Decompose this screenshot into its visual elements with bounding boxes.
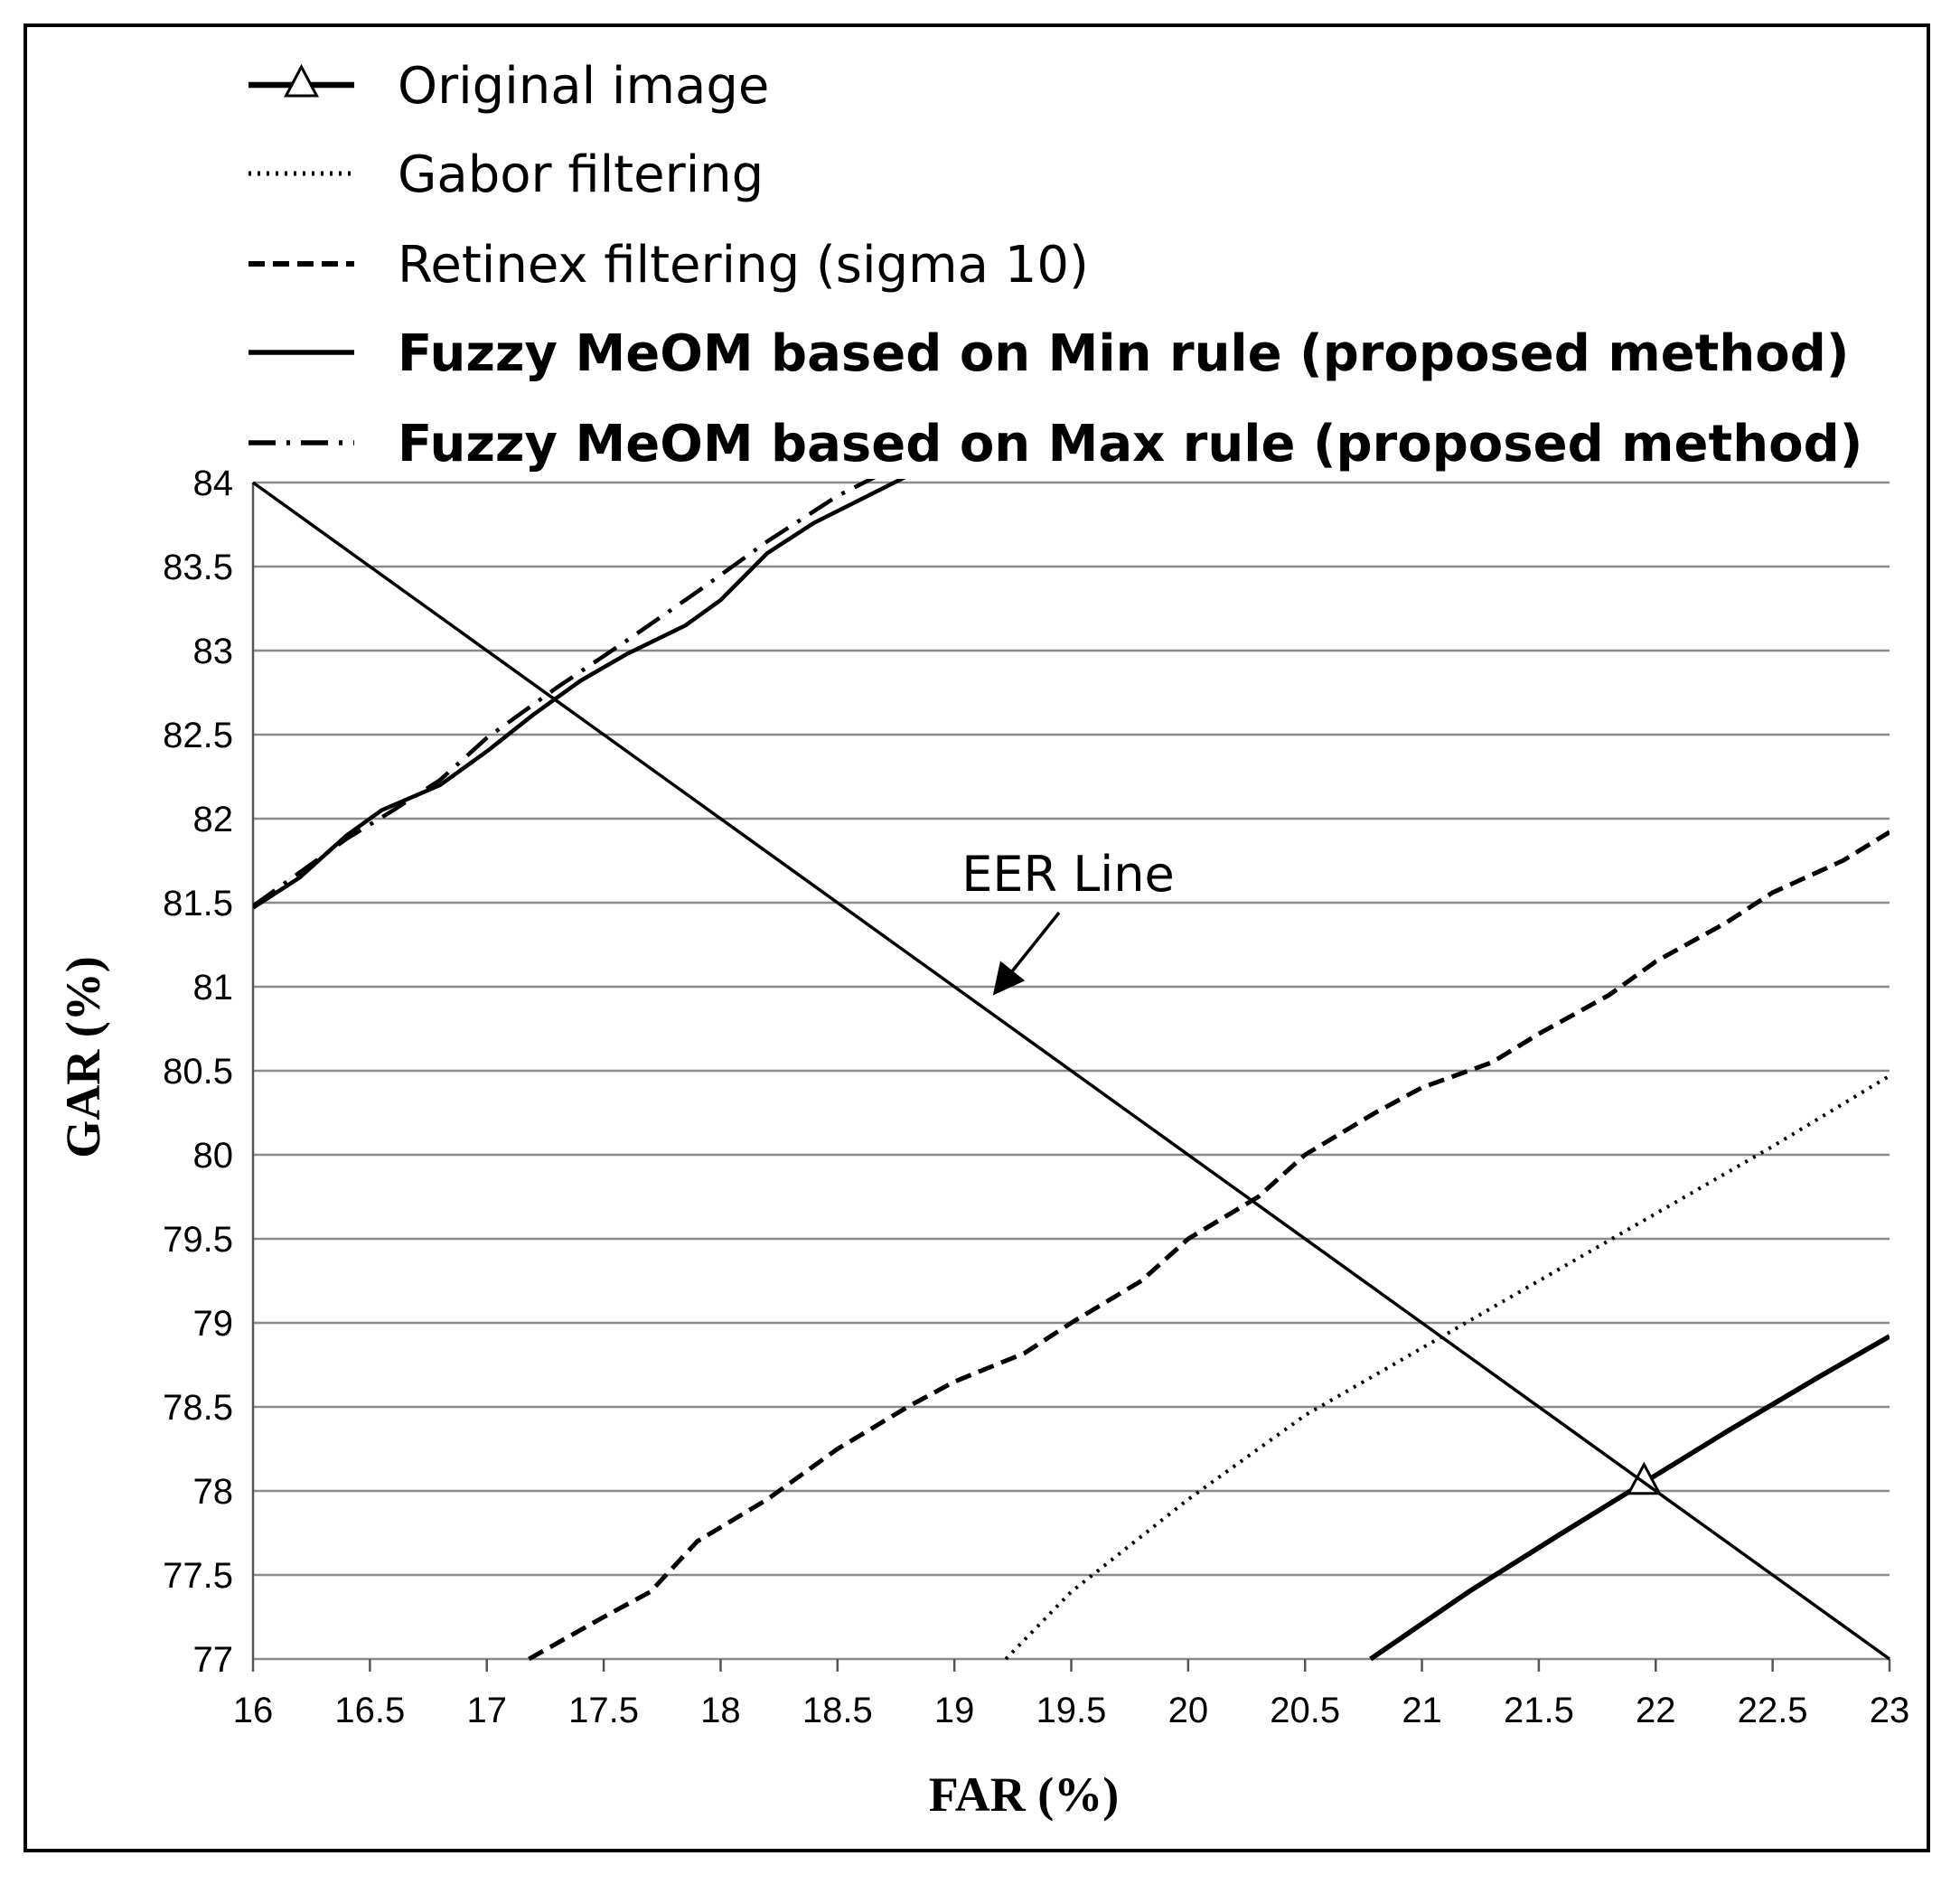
legend-label-1: Gabor filtering — [398, 145, 764, 204]
x-tick-label: 21.5 — [1504, 1691, 1574, 1730]
y-tick-label: 82.5 — [163, 716, 233, 755]
y-tick-label: 80 — [193, 1136, 234, 1176]
y-tick-label: 81 — [193, 968, 234, 1008]
chart-svg: Original image Gabor filtering Retinex fil… — [56, 57, 1910, 1822]
series-line-4 — [253, 479, 877, 908]
y-axis-title: GAR (%) — [56, 956, 110, 1158]
x-tick-label: 16.5 — [334, 1691, 405, 1730]
y-tick-label: 81.5 — [163, 884, 233, 923]
y-tick-label: 82 — [193, 800, 234, 839]
legend: Original image Gabor filtering Retinex fil… — [249, 57, 1862, 473]
y-tick-label: 77.5 — [163, 1556, 233, 1596]
x-tick-label: 21 — [1402, 1691, 1442, 1730]
y-tick-labels: 84 83.5 83 82.5 82 81.5 81 80.5 80 79.5 79 78.5 78 77… — [163, 464, 233, 1680]
x-tick-label: 20.5 — [1270, 1691, 1340, 1730]
series-line-0 — [1369, 1334, 1890, 1662]
y-tick-label: 78 — [193, 1472, 234, 1512]
x-tick-label: 17.5 — [568, 1691, 639, 1730]
legend-label-2: Retinex filtering (sigma 10) — [398, 236, 1089, 295]
chart-frame: Original image Gabor filtering Retinex fil… — [23, 23, 1930, 1852]
legend-triangle-marker — [284, 63, 319, 98]
x-axis-title: FAR (%) — [929, 1767, 1119, 1822]
x-tick-label: 22.5 — [1738, 1691, 1808, 1730]
x-tick-label: 19.5 — [1036, 1691, 1107, 1730]
x-tick-label: 18 — [700, 1691, 741, 1730]
x-tick-label: 16 — [233, 1691, 274, 1730]
legend-label-3: Fuzzy MeOM based on Min rule (proposed m… — [398, 324, 1849, 383]
x-tick-label: 17 — [466, 1691, 507, 1730]
y-tick-label: 77 — [193, 1640, 234, 1680]
x-tick-label: 22 — [1636, 1691, 1676, 1730]
eer-annotation-label: EER Line — [961, 846, 1174, 903]
series-line-2 — [528, 830, 1890, 1662]
eer-annotation-arrow — [992, 911, 1061, 996]
y-tick-label: 83.5 — [163, 548, 233, 587]
y-tick-label: 78.5 — [163, 1388, 233, 1428]
x-tick-label: 23 — [1870, 1691, 1910, 1730]
eer-line — [251, 481, 1891, 1661]
eer-layer: EER Line — [251, 481, 1891, 1661]
y-tick-label: 79 — [193, 1304, 234, 1344]
legend-label-0: Original image — [398, 57, 769, 116]
x-tick-label: 20 — [1168, 1691, 1209, 1730]
y-tick-label: 79.5 — [163, 1220, 233, 1260]
y-tick-label: 80.5 — [163, 1052, 233, 1092]
y-tick-label: 83 — [193, 632, 234, 671]
legend-label-4: Fuzzy MeOM based on Max rule (proposed m… — [398, 415, 1862, 473]
series-line-3 — [253, 479, 906, 910]
x-tick-labels: 16 16.5 17 17.5 18 18.5 19 19.5 20 20.5 21 21.5 22 22… — [233, 1691, 1910, 1730]
x-tick-label: 18.5 — [802, 1691, 873, 1730]
x-tick-label: 19 — [934, 1691, 975, 1730]
series-line-1 — [1004, 1073, 1890, 1661]
y-tick-label: 84 — [193, 464, 234, 503]
